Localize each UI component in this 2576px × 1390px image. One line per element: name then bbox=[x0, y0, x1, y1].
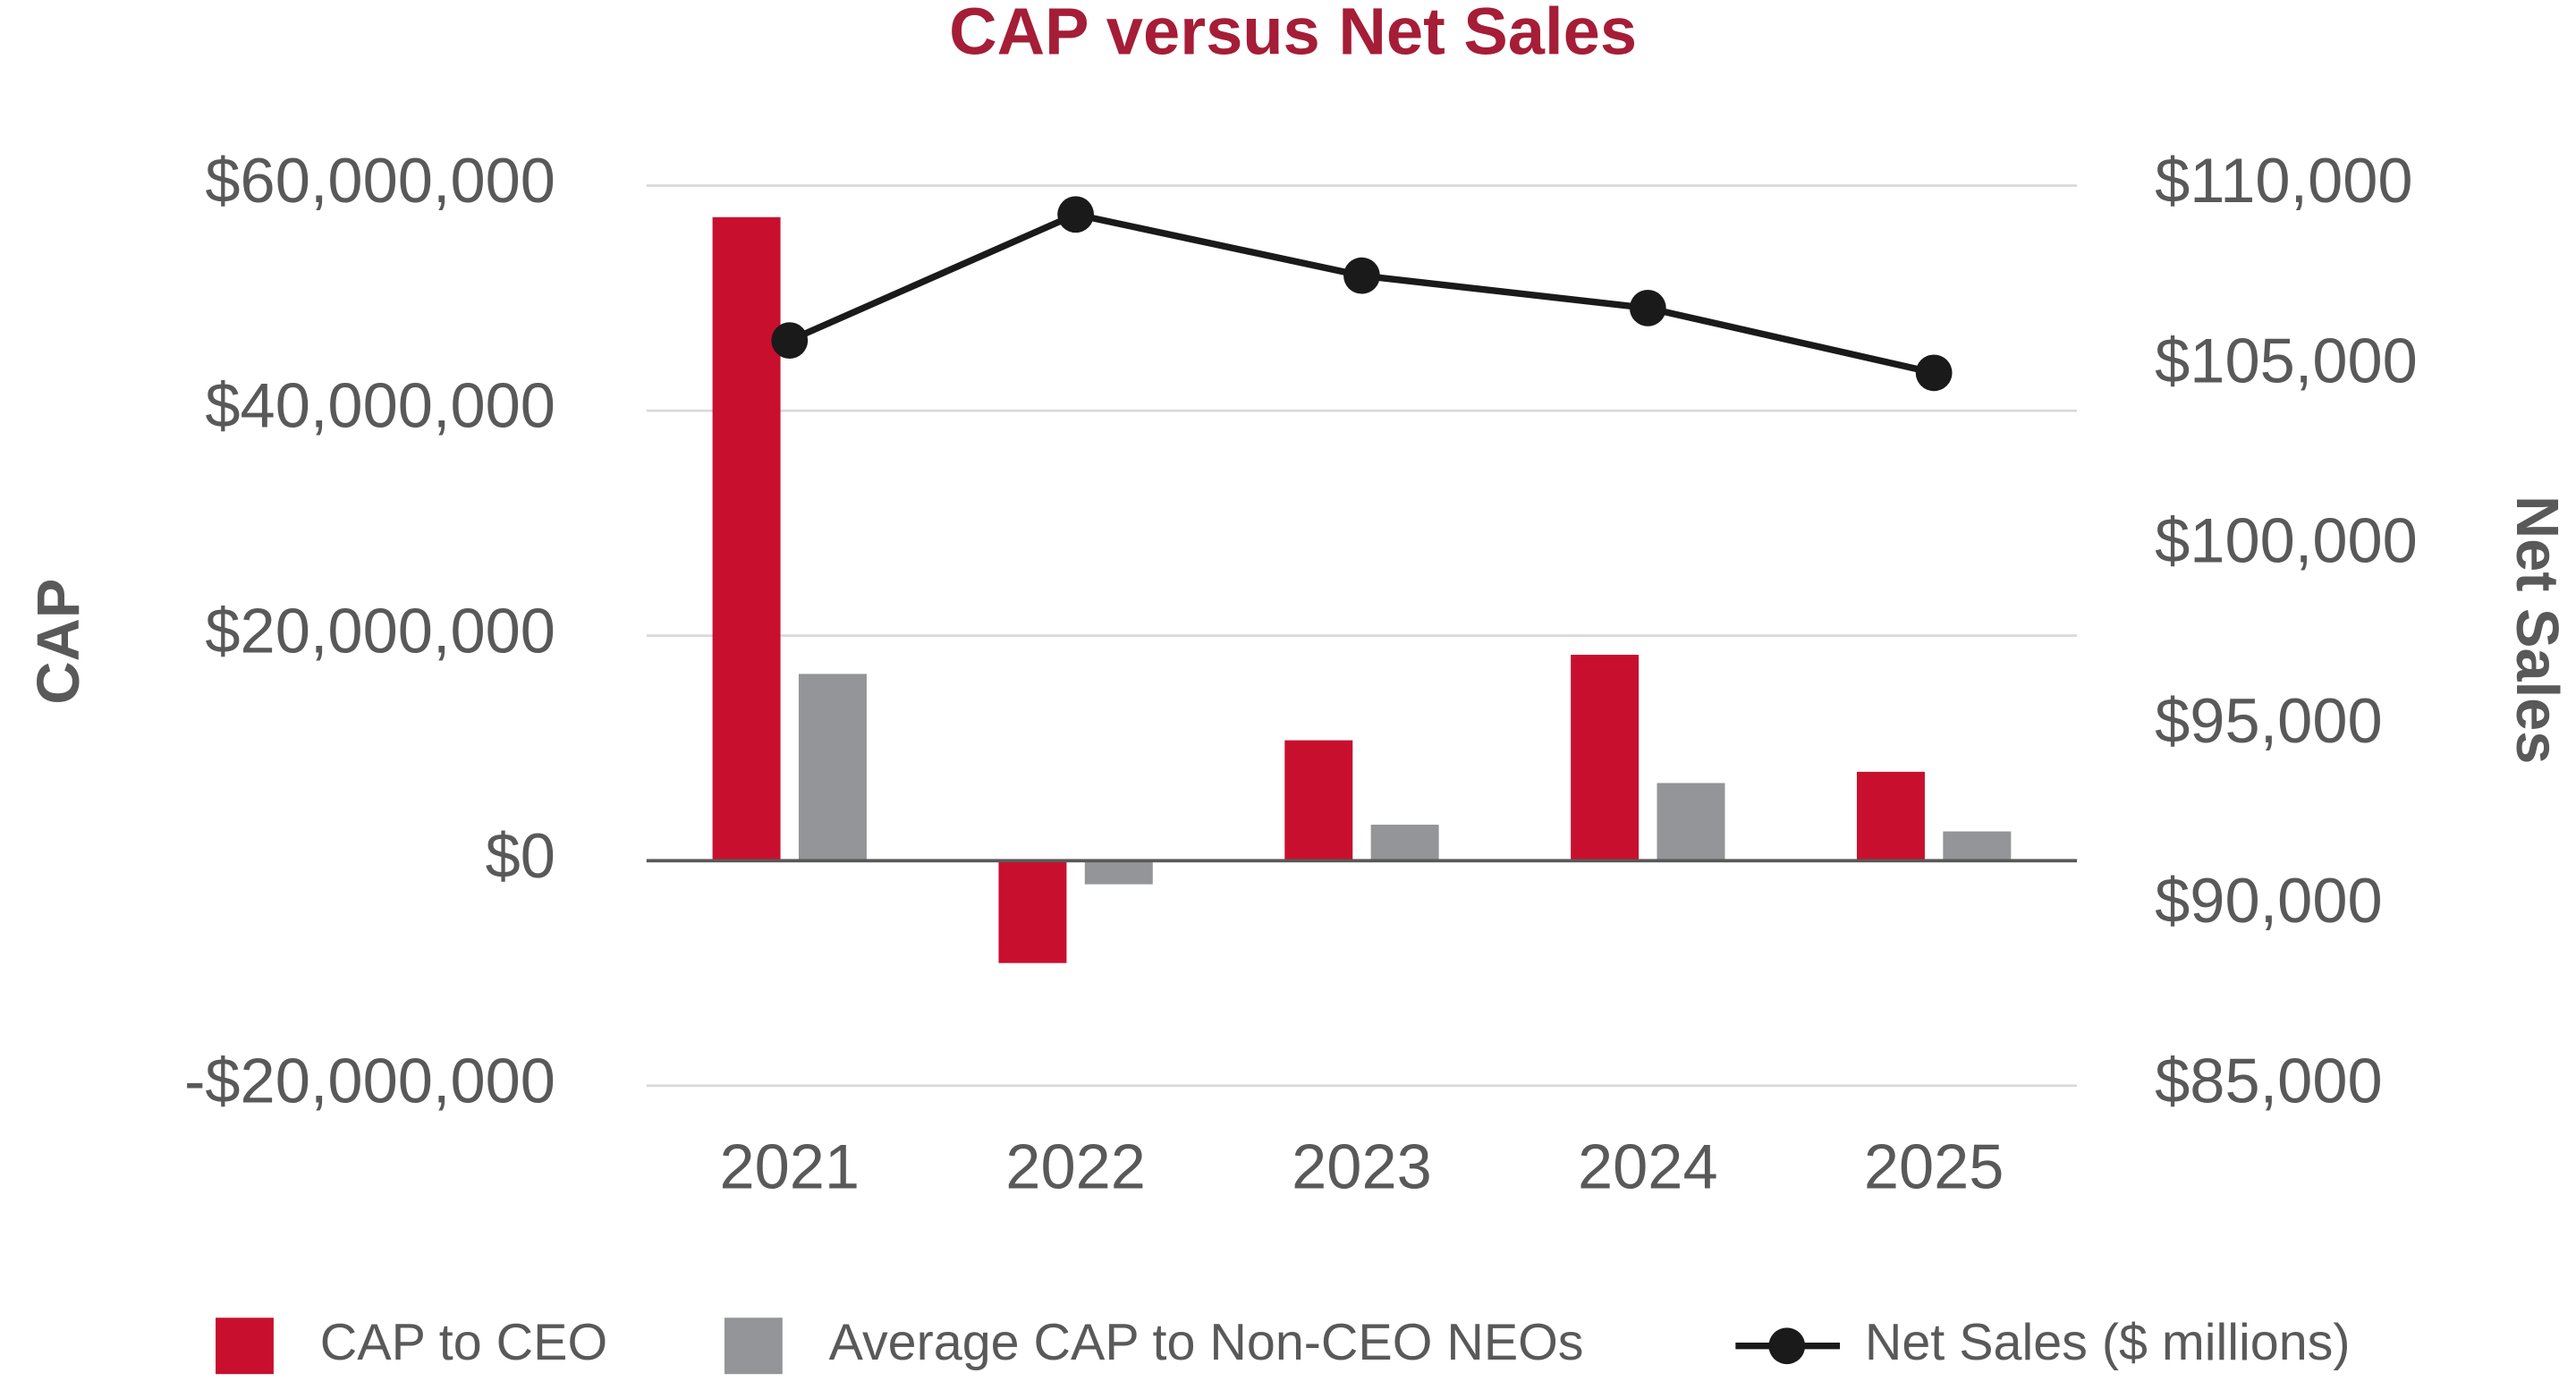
bar bbox=[1943, 831, 2012, 861]
y2-tick-label: $105,000 bbox=[2155, 325, 2418, 395]
bar bbox=[1284, 740, 1353, 861]
line-marker bbox=[1343, 257, 1380, 294]
bar bbox=[998, 860, 1067, 963]
x-tick-label: 2022 bbox=[1005, 1131, 1146, 1202]
y2-tick-label: $100,000 bbox=[2155, 505, 2418, 576]
x-tick-label: 2025 bbox=[1864, 1131, 2004, 1202]
legend-label: CAP to CEO bbox=[320, 1314, 607, 1371]
bar bbox=[1084, 860, 1153, 885]
legend-label: Net Sales ($ millions) bbox=[1865, 1314, 2351, 1371]
line-marker bbox=[1915, 354, 1953, 392]
x-tick-label: 2023 bbox=[1292, 1131, 1432, 1202]
y2-axis-title: Net Sales bbox=[2504, 496, 2570, 764]
line-marker bbox=[1057, 196, 1095, 233]
bar bbox=[712, 216, 781, 861]
y-tick-label: $40,000,000 bbox=[205, 370, 555, 441]
y-tick-label: $20,000,000 bbox=[205, 595, 555, 665]
legend-label: Average CAP to Non-CEO NEOs bbox=[829, 1314, 1584, 1371]
legend-marker bbox=[1768, 1327, 1806, 1365]
bar bbox=[1571, 655, 1640, 861]
line-marker bbox=[771, 322, 809, 360]
legend-swatch bbox=[216, 1318, 274, 1375]
bar bbox=[798, 674, 867, 861]
y2-tick-label: $90,000 bbox=[2155, 865, 2383, 936]
y-tick-label: $60,000,000 bbox=[205, 145, 555, 216]
x-tick-label: 2021 bbox=[719, 1131, 860, 1202]
y2-tick-label: $85,000 bbox=[2155, 1045, 2383, 1115]
y2-tick-label: $95,000 bbox=[2155, 685, 2383, 756]
y2-tick-label: $110,000 bbox=[2155, 145, 2412, 216]
y-tick-label: -$20,000,000 bbox=[184, 1045, 555, 1115]
y-axis-title: CAP bbox=[26, 579, 92, 705]
x-tick-label: 2024 bbox=[1578, 1131, 1718, 1202]
y-tick-label: $0 bbox=[486, 820, 555, 891]
chart-title: CAP versus Net Sales bbox=[949, 0, 1637, 68]
bar bbox=[1657, 783, 1725, 861]
legend-swatch bbox=[724, 1318, 783, 1375]
bar bbox=[1856, 771, 1925, 861]
line-marker bbox=[1629, 290, 1666, 326]
bar bbox=[1370, 824, 1439, 861]
